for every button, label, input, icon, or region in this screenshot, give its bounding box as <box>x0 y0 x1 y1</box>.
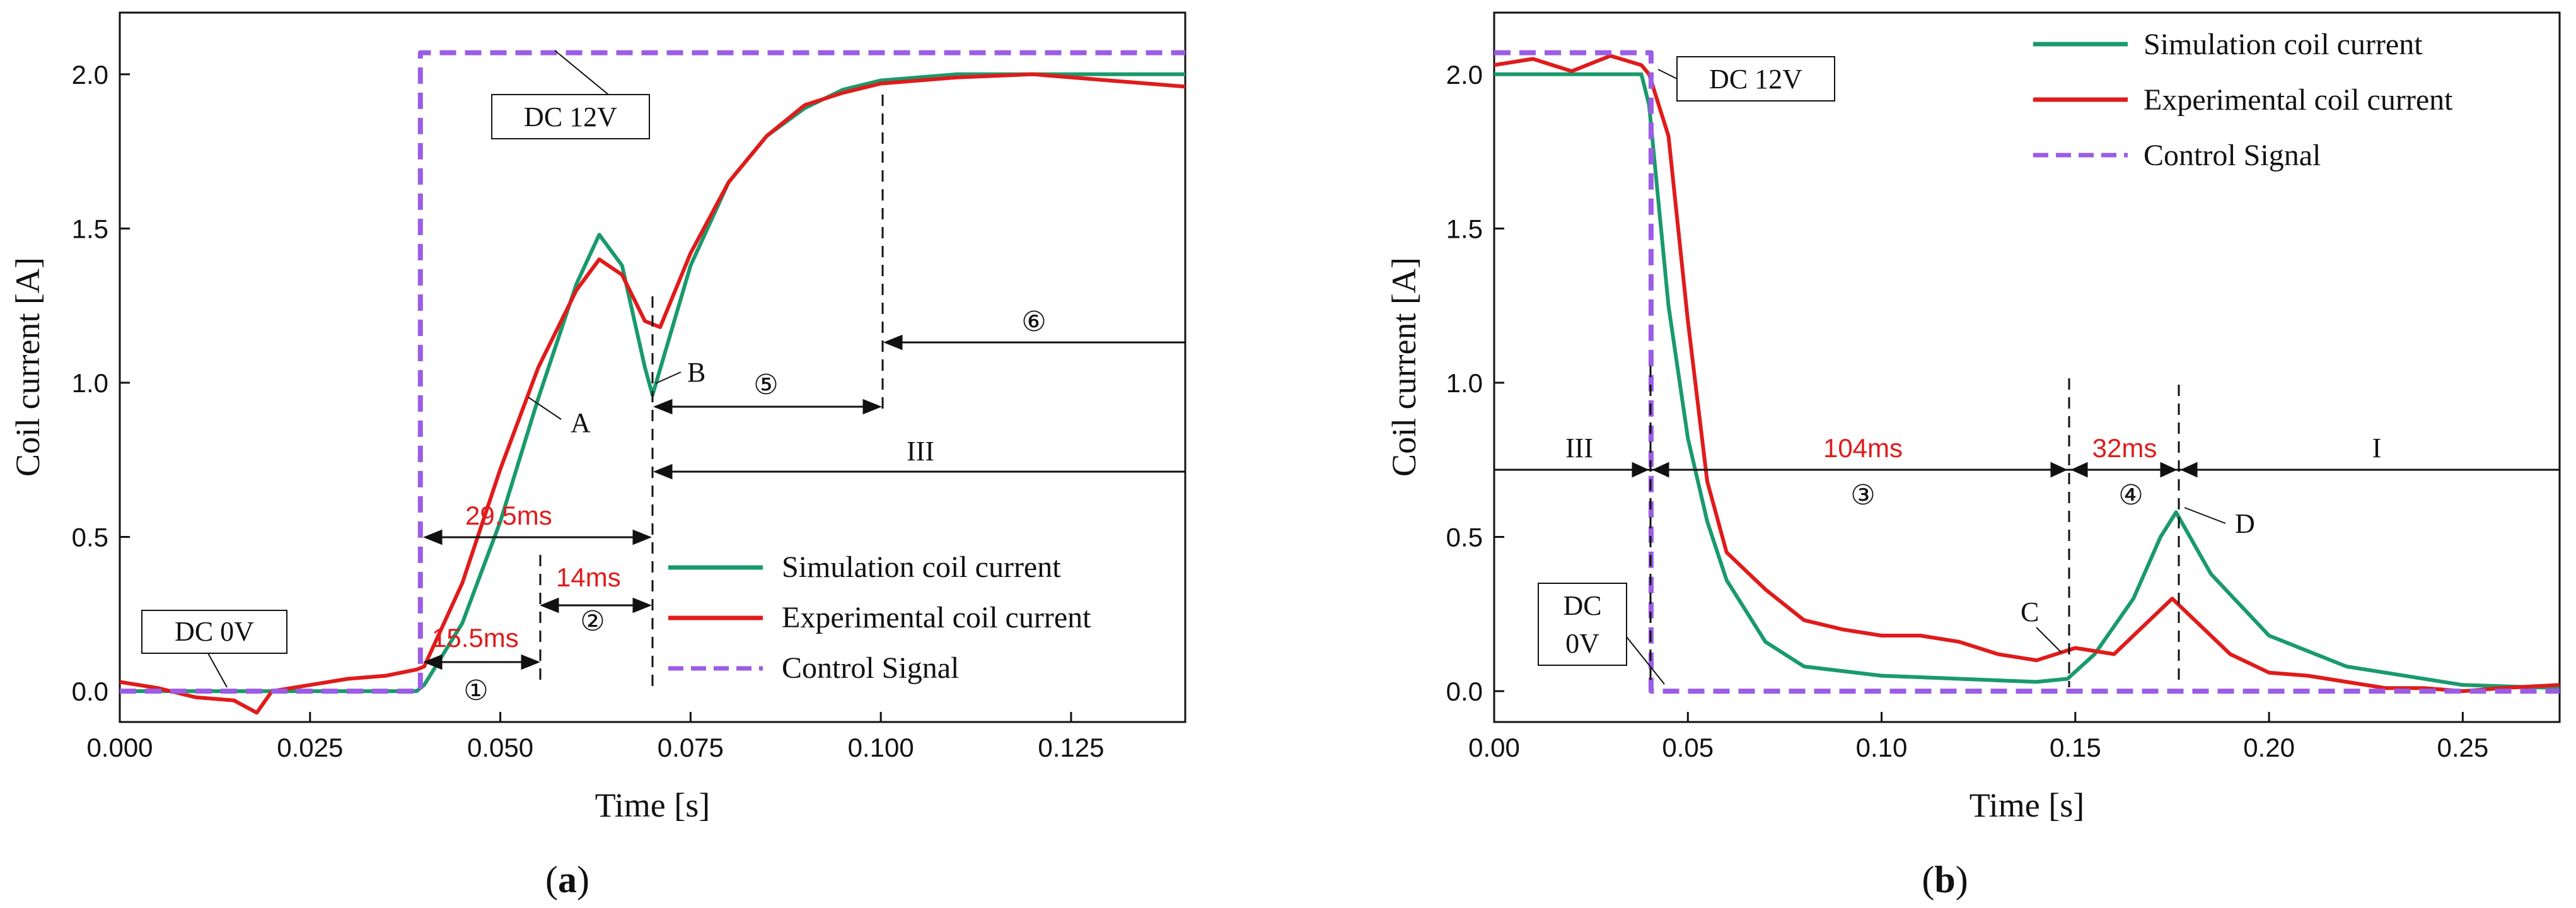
y-tick-label: 1.5 <box>1446 214 1483 243</box>
panel-b-phase-I: I <box>2372 433 2382 463</box>
panel-b-dc0-label-a: DC <box>1563 590 1601 621</box>
panel-a-phase-1: ① <box>463 675 488 707</box>
x-tick-label: 0.05 <box>1662 733 1714 762</box>
panel-a-phase-6: ⑥ <box>1021 306 1046 338</box>
legend-b-sim-label: Simulation coil current <box>2144 28 2423 61</box>
x-tick-label: 0.00 <box>1468 733 1520 762</box>
panel-b-D-leader <box>2184 507 2226 524</box>
panel-a-dc0-label: DC 0V <box>175 616 254 647</box>
panel-b-legend: Simulation coil current Experimental coi… <box>2033 28 2453 172</box>
series-line-control-signal <box>1494 50 2560 694</box>
panel-a: 0.000 0.025 0.050 0.075 0.100 0.125 0.0 0.5 1.0 1… <box>9 11 1186 900</box>
legend-b-ctrl-label: Control Signal <box>2144 139 2321 172</box>
panel-b-point-D: D <box>2235 508 2255 539</box>
legend-ctrl-label: Control Signal <box>782 651 959 685</box>
x-tick-label: 0.25 <box>2437 733 2488 762</box>
legend-exp-label: Experimental coil current <box>782 601 1091 634</box>
panel-a-phase-III: III <box>907 436 934 467</box>
panel-b-dc0-label-b: 0V <box>1565 628 1599 659</box>
panel-b-guides <box>1649 366 2180 687</box>
panel-b-caption: (b) <box>1922 859 1968 900</box>
panel-b-dc0-box <box>1538 583 1627 666</box>
y-tick-label: 0.5 <box>1446 523 1483 552</box>
y-tick-label: 1.5 <box>72 214 108 243</box>
panel-a-xlabel: Time [s] <box>595 786 711 824</box>
panel-a-caption: (a) <box>545 859 589 900</box>
panel-b-point-C: C <box>2021 597 2039 627</box>
y-tick-label: 1.0 <box>1446 368 1483 398</box>
x-tick-label: 0.075 <box>658 733 724 762</box>
x-tick-label: 0.025 <box>277 733 343 762</box>
y-tick-label: 0.0 <box>1446 677 1483 706</box>
panel-a-legend: Simulation coil current Experimental coi… <box>668 550 1091 685</box>
panel-b-phase-3: ③ <box>1850 479 1875 511</box>
x-tick-label: 0.050 <box>467 733 533 762</box>
panel-b-dc0-leader <box>1626 636 1665 685</box>
legend-sim-label: Simulation coil current <box>782 550 1061 584</box>
panel-a-duration-29.5ms: 29.5ms <box>465 501 552 530</box>
panel-b-series <box>1494 50 2560 694</box>
x-tick-label: 0.125 <box>1038 733 1104 762</box>
series-line-control-signal <box>120 50 1185 694</box>
y-tick-label: 1.0 <box>72 368 108 398</box>
x-tick-label: 0.100 <box>848 733 914 762</box>
panel-a-dc0-box <box>141 610 287 654</box>
series-line-experimental-coil-current <box>120 72 1185 715</box>
x-tick-label: 0.000 <box>86 733 153 762</box>
panel-b-duration-104ms: 104ms <box>1823 433 1903 463</box>
panel-a-phase-2: ② <box>580 605 605 637</box>
panel-a-A-leader <box>528 397 562 420</box>
series-line-simulation-coil-current <box>1494 72 2560 690</box>
x-tick-label: 0.15 <box>2050 733 2101 762</box>
legend-b-exp-label: Experimental coil current <box>2144 83 2453 117</box>
panel-b-phase-4: ④ <box>2118 479 2143 511</box>
panel-b-duration-32ms: 32ms <box>2092 433 2157 463</box>
panel-b-arrows <box>1494 462 2560 478</box>
panel-a-ticks: 0.000 0.025 0.050 0.075 0.100 0.125 0.0 0.5 1.0 1… <box>72 60 1105 762</box>
panel-b-ticks: 0.00 0.05 0.10 0.15 0.20 0.25 0.0 0.5 1.0 1.5 2.0 <box>1446 60 2489 762</box>
panel-a-point-A: A <box>571 407 591 438</box>
panel-a-dc12-leader <box>554 50 609 95</box>
panel-b-axes-frame <box>1493 11 2561 723</box>
y-tick-label: 0.0 <box>72 677 108 706</box>
panel-b-dc12-label: DC 12V <box>1709 64 1802 95</box>
y-tick-label: 2.0 <box>72 60 108 90</box>
panel-a-B-leader <box>655 371 682 384</box>
panel-a-dc12-label: DC 12V <box>524 102 617 132</box>
x-tick-label: 0.20 <box>2243 733 2295 762</box>
panel-a-dc0-leader <box>207 653 228 688</box>
panel-a-ylabel: Coil current [A] <box>9 257 47 477</box>
panel-b-ylabel: Coil current [A] <box>1385 257 1423 477</box>
x-tick-label: 0.10 <box>1856 733 1908 762</box>
panel-b-phase-III: III <box>1565 433 1593 463</box>
panel-b-xlabel: Time [s] <box>1970 786 2085 824</box>
panel-b-C-leader <box>2036 627 2062 653</box>
panel-a-phase-5: ⑤ <box>753 369 778 401</box>
panel-b-dc12-box <box>1676 56 1835 102</box>
panel-b-dc12-leader <box>1657 69 1678 79</box>
panel-a-dc12-box <box>491 94 650 139</box>
y-tick-label: 0.5 <box>72 523 108 552</box>
panel-a-guides <box>539 95 884 687</box>
panel-a-point-B: B <box>687 357 705 388</box>
panel-a-duration-15.5ms: 15.5ms <box>432 623 519 653</box>
panel-a-arrows <box>422 334 1185 670</box>
y-tick-label: 2.0 <box>1446 60 1483 90</box>
panel-b: 0.00 0.05 0.10 0.15 0.20 0.250.00.51.01.52.0 … <box>1385 11 2561 900</box>
panel-a-duration-14ms: 14ms <box>556 562 621 592</box>
